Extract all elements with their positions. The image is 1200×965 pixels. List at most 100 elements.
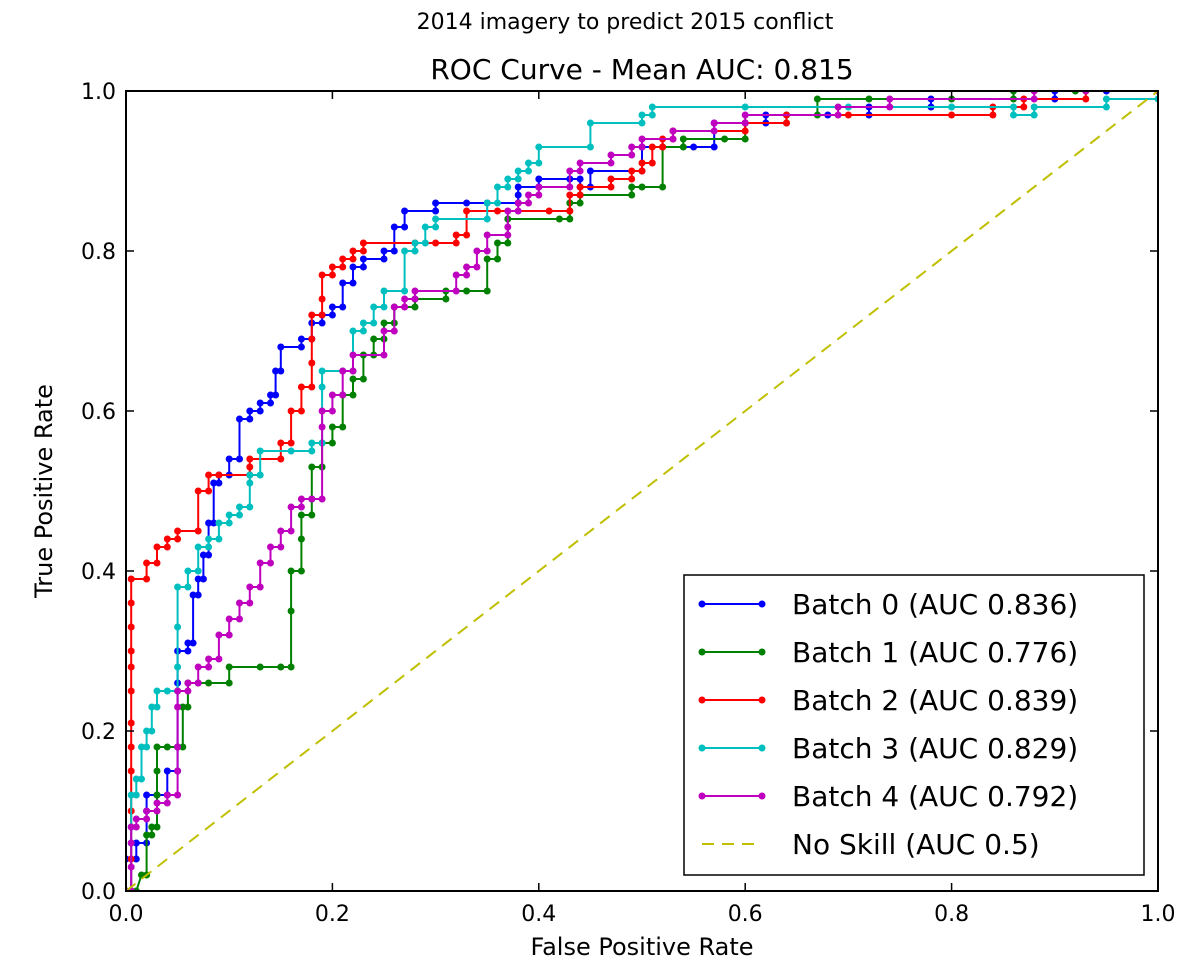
data-point [246,479,254,487]
data-point [174,703,182,711]
data-point [215,535,223,543]
data-point [163,791,171,799]
data-point [174,623,182,631]
data-point [297,495,305,503]
data-point [127,663,135,671]
legend-marker [698,600,706,608]
data-point [607,159,615,167]
data-point [401,207,409,215]
data-point [638,167,646,175]
data-point [287,407,295,415]
data-point [349,263,357,271]
data-point [205,551,213,559]
data-point [328,303,336,311]
data-point [514,183,522,191]
data-point [308,495,316,503]
data-point [246,471,254,479]
data-point [148,727,156,735]
data-point [308,383,316,391]
y-tick-label: 0.4 [81,560,116,585]
data-point [339,255,347,263]
data-point [143,743,151,751]
legend-label: Batch 1 (AUC 0.776) [792,636,1078,669]
data-point [514,167,522,175]
data-point [132,855,140,863]
data-point [483,255,491,263]
data-point [199,551,207,559]
data-point [679,143,687,151]
data-point [246,407,254,415]
data-point [741,111,749,119]
data-point [256,399,264,407]
data-point [607,183,615,191]
data-point [1030,95,1038,103]
data-point [648,111,656,119]
legend-label: Batch 2 (AUC 0.839) [792,684,1078,717]
data-point [127,743,135,751]
data-point [287,663,295,671]
data-point [576,199,584,207]
data-point [328,439,336,447]
data-point [184,703,192,711]
data-point [205,679,213,687]
data-point [432,199,440,207]
data-point [669,135,677,143]
data-point [380,327,388,335]
data-point [628,191,636,199]
data-point [297,503,305,511]
x-tick-label: 0.2 [315,902,350,927]
data-point [153,543,161,551]
data-point [1102,103,1110,111]
data-point [452,271,460,279]
data-point [194,591,202,599]
x-tick-label: 0.4 [521,902,556,927]
data-point [272,391,280,399]
data-point [504,231,512,239]
data-point [566,191,574,199]
data-point [628,183,636,191]
data-point [132,815,140,823]
data-point [184,679,192,687]
data-point [628,175,636,183]
data-point [370,303,378,311]
data-point [225,519,233,527]
data-point [184,687,192,695]
data-point [586,119,594,127]
data-point [199,575,207,583]
data-point [504,207,512,215]
data-point [267,399,274,407]
data-point [267,391,274,399]
data-point [813,95,821,103]
legend-entry: Batch 4 (AUC 0.792) [698,780,1078,813]
data-point [297,335,305,343]
data-point [127,823,135,831]
data-point [1020,103,1028,111]
data-point [174,687,182,695]
data-point [452,239,460,247]
legend-marker [758,696,766,704]
legend-entries: Batch 0 (AUC 0.836) Batch 1 (AUC 0.776) Ba… [698,588,1078,861]
data-point [349,247,357,255]
data-point [339,263,347,271]
data-point [236,503,243,511]
series-layer [126,91,1158,891]
data-point [349,255,357,263]
data-point [194,663,202,671]
data-point [174,583,182,591]
data-point [359,319,367,327]
data-point [225,455,233,463]
data-point [741,135,749,143]
data-point [297,343,305,351]
y-tick-label: 1.0 [81,80,116,105]
plot-frame [125,90,1159,892]
data-point [339,391,347,399]
data-point [638,135,646,143]
data-point [328,263,336,271]
data-point [205,519,213,527]
data-point [256,407,264,415]
data-point [359,263,367,271]
series-batch-5 [126,91,1158,891]
data-point [174,791,182,799]
x-tick-label: 0.0 [109,902,144,927]
data-point [834,111,842,119]
